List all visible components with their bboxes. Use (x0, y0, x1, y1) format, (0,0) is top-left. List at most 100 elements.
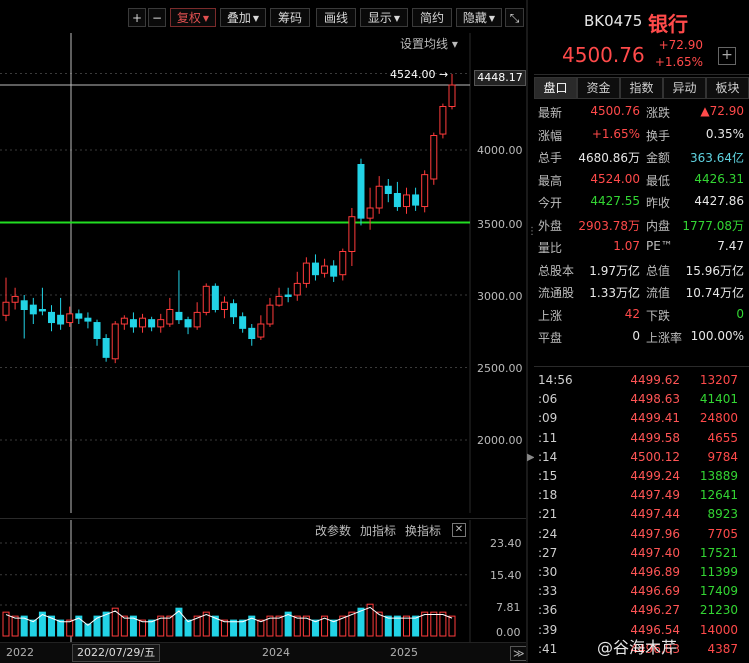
candle-body (120, 317, 128, 325)
tick-row[interactable]: :06 4498.63 41401 (534, 392, 749, 411)
candle (321, 258, 329, 278)
collapse-arrow-icon[interactable]: ▶ (527, 452, 535, 463)
candle-body (430, 135, 438, 180)
quote-label: 涨跌 (646, 106, 671, 120)
tick-volume: 41401 (699, 392, 738, 407)
candle-body (330, 265, 338, 277)
vol-tick-label: 23.40 (490, 537, 522, 550)
vol-tick-label: 15.40 (490, 569, 522, 582)
tick-row[interactable]: :14 4500.12 9784 (534, 450, 749, 469)
tick-price: 4499.41 (630, 411, 680, 426)
tick-row[interactable]: :33 4496.69 17409 (534, 584, 749, 603)
candle (311, 254, 319, 281)
quote-label: 涨幅 (538, 128, 563, 143)
simple-mode-button[interactable]: 简约 (412, 8, 452, 27)
tab-zijin[interactable]: 资金 (577, 77, 620, 99)
tab-bankuai[interactable]: 板块 (706, 77, 749, 99)
add-indicator-button[interactable]: 加指标 (360, 524, 397, 538)
volume-bar (93, 615, 101, 637)
tick-price: 4496.89 (630, 565, 680, 579)
splitter-grip-icon[interactable]: ⋮ (527, 226, 537, 237)
kline-chart[interactable] (0, 33, 528, 513)
close-icon[interactable]: ✕ (452, 523, 466, 537)
volume-bar (38, 611, 46, 637)
volume-bar (120, 615, 128, 637)
hide-button[interactable]: 隐藏 ▼ (456, 8, 502, 27)
overlay-button[interactable]: 叠加 ▼ (220, 8, 266, 27)
candle (57, 297, 65, 330)
candle-body (266, 304, 274, 325)
tick-volume: 17409 (699, 584, 738, 599)
tick-row[interactable]: :15 4499.24 13889 (534, 469, 749, 488)
tick-time: :21 (538, 507, 558, 522)
date-label-2022: 2022 (6, 646, 34, 659)
vol-tick-label: 7.81 (496, 601, 521, 614)
draw-line-button[interactable]: 画线 (316, 8, 356, 27)
volume-bar (11, 615, 19, 637)
zoom-out-button[interactable]: − (148, 8, 166, 27)
quote-value: 2903.78万 (578, 218, 640, 233)
display-button[interactable]: 显示 ▼ (360, 8, 408, 27)
volume-bar (384, 615, 392, 637)
quote-value: +1.65% (591, 126, 640, 141)
quote-value: 0 (632, 329, 640, 343)
candle-body (84, 317, 92, 322)
candle (330, 260, 338, 282)
candle (402, 187, 410, 214)
scroll-right-button[interactable]: ≫ (510, 646, 528, 661)
candle-body (211, 285, 219, 311)
tick-row[interactable]: :09 4499.41 24800 (534, 411, 749, 430)
tick-row[interactable]: 14:56 4499.62 13207 (534, 373, 749, 392)
candle-body (366, 207, 374, 219)
tick-volume: 4655 (707, 430, 738, 445)
tick-row[interactable]: :27 4497.40 17521 (534, 546, 749, 565)
volume-bar (202, 611, 210, 637)
chevron-down-icon: ▼ (393, 14, 401, 23)
quote-label: PE™ (646, 239, 673, 253)
tick-time: :41 (538, 641, 558, 656)
tick-row[interactable]: :11 4499.58 4655 (534, 431, 749, 450)
candle-body (57, 314, 65, 325)
change-params-button[interactable]: 改参数 (315, 524, 352, 538)
tick-row[interactable]: :18 4497.49 12641 (534, 488, 749, 507)
tick-row[interactable]: :39 4496.54 14000 (534, 623, 749, 642)
tick-row[interactable]: :30 4496.89 11399 (534, 565, 749, 584)
volume-chart[interactable] (0, 520, 528, 642)
chips-button[interactable]: 筹码 (270, 8, 310, 27)
quote-label: 流值 (646, 286, 671, 300)
candle (139, 313, 147, 333)
zoom-in-button[interactable]: + (128, 8, 146, 27)
candle (48, 305, 56, 332)
quote-value: 42 (624, 306, 640, 321)
tick-row[interactable]: :21 4497.44 8923 (534, 507, 749, 526)
tick-row[interactable]: :36 4496.27 21230 (534, 603, 749, 622)
quote-panel: BK0475 银行 4500.76 +72.90 +1.65% + 盘口 资金 … (534, 0, 749, 662)
candle-body (148, 319, 156, 328)
candle (157, 313, 165, 333)
candle (175, 270, 183, 324)
restore-rights-button[interactable]: 复权 ▼ (170, 8, 216, 27)
switch-indicator-button[interactable]: 换指标 (405, 524, 442, 538)
tab-pankou[interactable]: 盘口 (534, 77, 577, 99)
quote-label: 下跌 (646, 308, 671, 323)
panel-splitter[interactable] (526, 0, 528, 662)
tab-yidong[interactable]: 异动 (663, 77, 706, 99)
volume-bar (139, 619, 147, 637)
candle (393, 181, 401, 211)
candle (220, 296, 228, 319)
tick-volume: 4387 (707, 641, 738, 656)
volume-bar (29, 619, 37, 637)
volume-bar (357, 607, 365, 637)
tick-volume: 9784 (707, 449, 738, 464)
tick-row[interactable]: :41 4496.83 4387 (534, 642, 749, 661)
tick-time: :30 (538, 565, 558, 579)
add-watchlist-button[interactable]: + (718, 47, 736, 65)
fullscreen-icon[interactable]: ⤡ (505, 8, 524, 27)
tick-row[interactable]: :24 4497.96 7705 (534, 527, 749, 546)
set-ma-button[interactable]: 设置均线 ▾ (400, 37, 458, 51)
tick-price: 4497.96 (630, 526, 680, 541)
tick-price: 4496.69 (630, 584, 680, 599)
quote-label: 上涨 (538, 308, 563, 323)
candle-body (93, 322, 101, 339)
tab-zhishu[interactable]: 指数 (620, 77, 663, 99)
